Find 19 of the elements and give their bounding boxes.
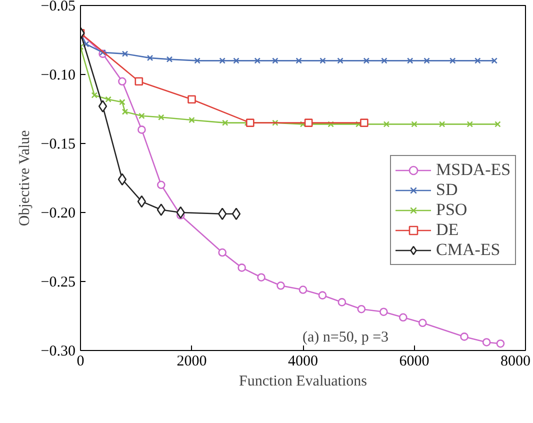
y-tick-label: −0.25: [40, 274, 76, 290]
x-tick-label: 6000: [399, 354, 430, 370]
y-tick-label: −0.10: [40, 68, 76, 84]
x-tick-label: 4000: [288, 354, 318, 370]
x-tick-label: 8000: [500, 354, 530, 370]
x-tick-label: 0: [76, 354, 84, 370]
y-tick-label: −0.05: [40, 0, 76, 14]
y-tick-label: −0.15: [40, 136, 76, 152]
legend-label: PSO: [436, 200, 468, 220]
annotation: (a) n=50, p =3: [302, 330, 389, 346]
y-tick-label: −0.20: [40, 206, 76, 222]
legend-label: DE: [436, 220, 459, 240]
legend-label: CMA-ES: [436, 240, 500, 260]
legend-label: MSDA-ES: [436, 160, 511, 180]
legend-label: SD: [436, 180, 458, 200]
y-axis-title: Objective Value: [16, 130, 33, 226]
x-tick-label: 2000: [176, 354, 207, 370]
y-tick-label: −0.30: [40, 344, 76, 360]
x-axis-title: Function Evaluations: [239, 374, 368, 390]
